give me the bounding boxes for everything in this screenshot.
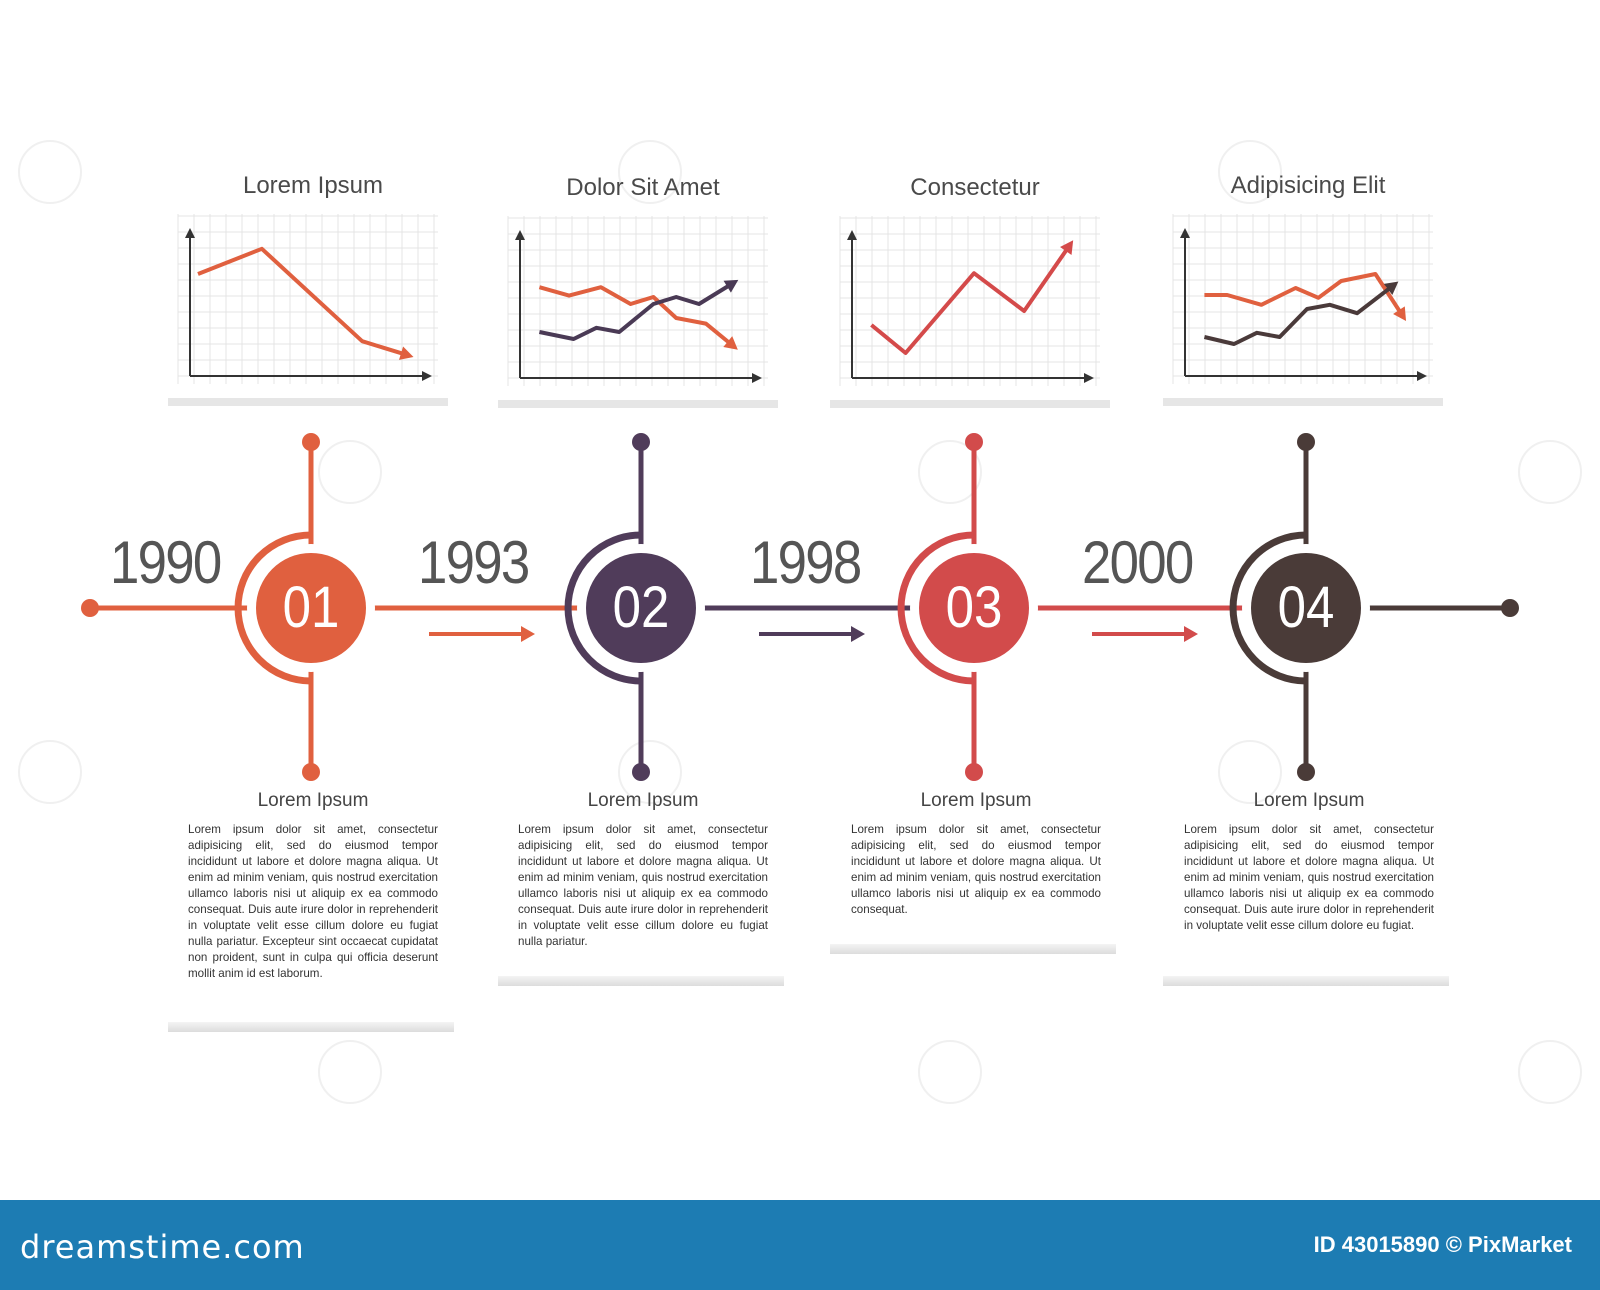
- x-axis-arrow-icon: [752, 373, 762, 383]
- watermark-icon: [918, 1040, 982, 1104]
- year-label: 1998: [750, 529, 862, 596]
- description-text: Lorem ipsum dolor sit amet, consectetur …: [851, 823, 1101, 916]
- description-3: Lorem Ipsum Lorem ipsum dolor sit amet, …: [851, 790, 1101, 918]
- series-arrow-icon: [1060, 240, 1074, 255]
- description-4: Lorem Ipsum Lorem ipsum dolor sit amet, …: [1184, 790, 1434, 934]
- timeline: [81, 433, 1519, 781]
- stem-dot: [1297, 433, 1315, 451]
- step-circle: [1251, 553, 1361, 663]
- series-arrow-icon: [723, 336, 738, 350]
- watermark-icon: [1218, 740, 1282, 804]
- half-ring: [1229, 531, 1307, 685]
- chart-shelf: [498, 400, 778, 408]
- footer-bar: dreamstime.com ID 43015890 © PixMarket: [0, 1200, 1600, 1290]
- description-title: Lorem Ipsum: [920, 790, 1032, 811]
- x-axis-arrow-icon: [1084, 373, 1094, 383]
- watermark-icon: [918, 440, 982, 504]
- series-line: [1203, 283, 1395, 346]
- stem-dot: [632, 433, 650, 451]
- stem-dot: [632, 763, 650, 781]
- watermark-icon: [618, 740, 682, 804]
- arrow-head-icon: [521, 626, 535, 642]
- series-line: [197, 246, 409, 358]
- watermark-icon: [318, 440, 382, 504]
- year-label: 1993: [418, 529, 530, 596]
- description-text: Lorem ipsum dolor sit amet, consectetur …: [518, 823, 768, 948]
- step-number: 03: [945, 575, 1003, 640]
- chart-shelf: [830, 400, 1110, 408]
- description-shelf: [830, 944, 1116, 954]
- series-arrow-icon: [723, 279, 739, 293]
- y-axis-arrow-icon: [1180, 228, 1190, 238]
- chart-shelf: [168, 398, 448, 406]
- series-line: [870, 244, 1072, 355]
- arrow-head-icon: [1184, 626, 1198, 642]
- chart-title: Adipisicing Elit: [1230, 172, 1386, 199]
- watermark-icon: [1218, 140, 1282, 204]
- chart-title: Lorem Ipsum: [242, 172, 384, 199]
- watermark-icon: [18, 740, 82, 804]
- description-text: Lorem ipsum dolor sit amet, consectetur …: [1184, 823, 1434, 932]
- series-line: [1204, 272, 1405, 318]
- description-shelf: [168, 1022, 454, 1032]
- description-title: Lorem Ipsum: [1253, 790, 1365, 811]
- line-chart: [830, 216, 1110, 408]
- stem-dot: [302, 763, 320, 781]
- year-label: 2000: [1082, 529, 1194, 596]
- year-label: 1990: [110, 529, 222, 596]
- step-circle: [919, 553, 1029, 663]
- description-title: Lorem Ipsum: [257, 790, 369, 811]
- line-chart: [498, 216, 778, 408]
- chart-title: Dolor Sit Amet: [566, 174, 720, 201]
- stem-dot: [1297, 763, 1315, 781]
- watermark-icon: [618, 140, 682, 204]
- y-axis-arrow-icon: [185, 228, 195, 238]
- stem-dot: [965, 763, 983, 781]
- step-number: 04: [1277, 575, 1335, 640]
- stem-dot: [302, 433, 320, 451]
- series-arrow-icon: [1383, 281, 1399, 296]
- series-arrow-icon: [1393, 306, 1407, 322]
- description-shelf: [1163, 976, 1449, 986]
- series-line: [538, 281, 735, 341]
- watermark-icon: [18, 140, 82, 204]
- half-ring: [234, 531, 312, 685]
- chart-shelf: [1163, 398, 1443, 406]
- line-chart: [168, 214, 448, 406]
- y-axis-arrow-icon: [515, 230, 525, 240]
- description-text: Lorem ipsum dolor sit amet, consectetur …: [188, 823, 438, 980]
- step-number: 01: [282, 575, 340, 640]
- description-shelf: [498, 976, 784, 986]
- step-circle: [256, 553, 366, 663]
- watermark-icon: [1518, 1040, 1582, 1104]
- end-dot: [1501, 599, 1519, 617]
- watermark-icon: [1518, 440, 1582, 504]
- half-ring: [564, 531, 642, 685]
- step-circle: [586, 553, 696, 663]
- x-axis-arrow-icon: [1417, 371, 1427, 381]
- line-chart: [1163, 214, 1443, 406]
- stem-dot: [965, 433, 983, 451]
- y-axis-arrow-icon: [847, 230, 857, 240]
- description-1: Lorem Ipsum Lorem ipsum dolor sit amet, …: [188, 790, 438, 982]
- watermark-icon: [318, 1040, 382, 1104]
- series-line: [538, 285, 735, 348]
- series-arrow-icon: [399, 346, 414, 360]
- arrow-head-icon: [851, 626, 865, 642]
- half-ring: [897, 531, 975, 685]
- step-number: 02: [612, 575, 670, 640]
- chart-title: Consectetur: [910, 174, 1040, 201]
- footer-image-id: ID 43015890 © PixMarket: [1313, 1232, 1572, 1257]
- x-axis-arrow-icon: [422, 371, 432, 381]
- description-2: Lorem Ipsum Lorem ipsum dolor sit amet, …: [518, 790, 768, 950]
- description-title: Lorem Ipsum: [587, 790, 699, 811]
- footer-logo[interactable]: dreamstime.com: [20, 1228, 305, 1266]
